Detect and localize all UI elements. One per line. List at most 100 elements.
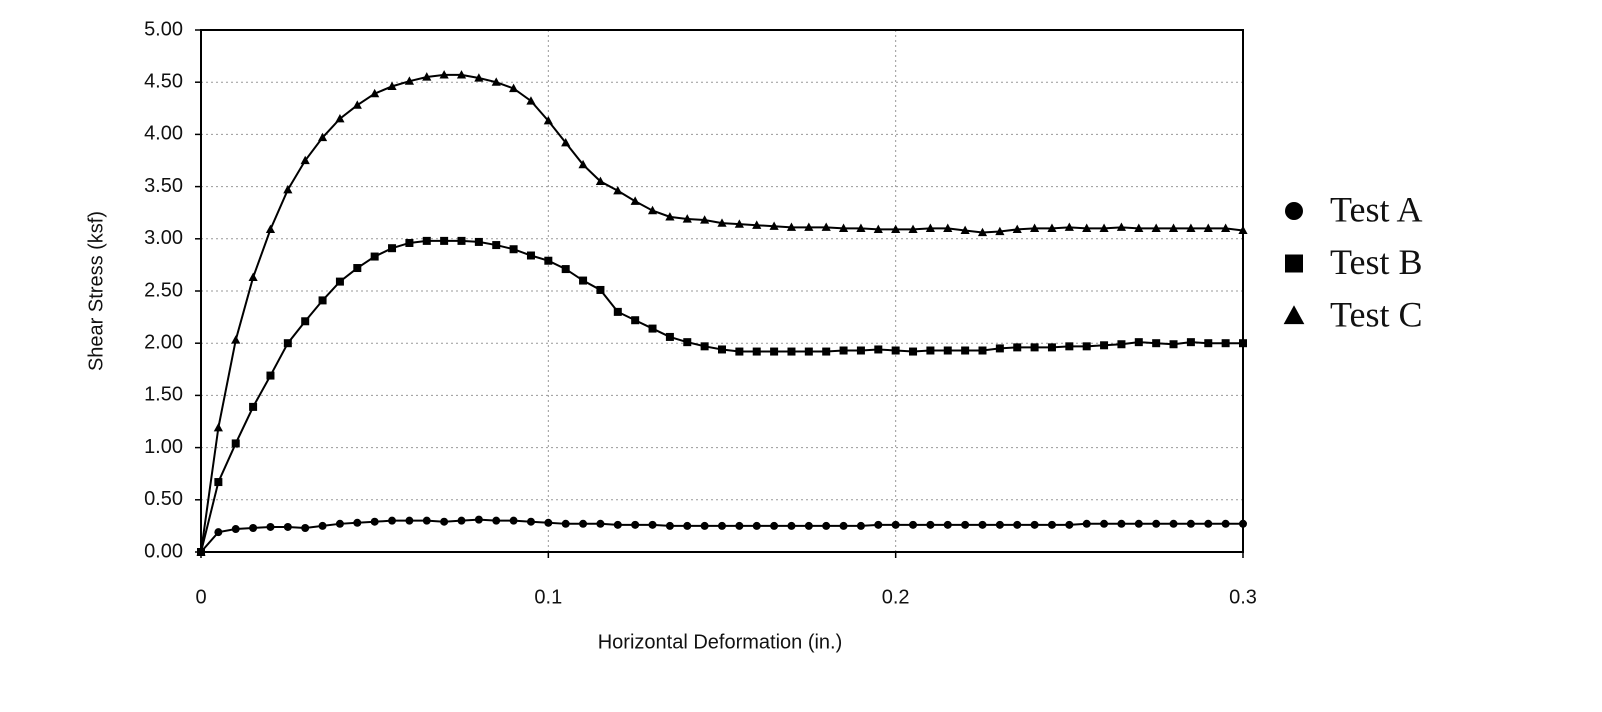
marker	[838, 223, 849, 232]
marker	[1082, 223, 1092, 232]
marker	[822, 521, 831, 530]
marker	[856, 223, 866, 232]
marker	[909, 347, 918, 356]
marker	[213, 422, 223, 432]
marker	[474, 73, 484, 82]
marker	[1134, 519, 1143, 528]
marker	[422, 516, 431, 525]
marker	[1221, 339, 1230, 348]
marker	[388, 244, 397, 253]
marker	[769, 221, 779, 230]
marker	[387, 81, 397, 90]
marker	[977, 227, 988, 237]
marker	[631, 520, 640, 529]
marker	[352, 100, 362, 109]
marker	[300, 155, 310, 165]
marker	[943, 346, 952, 355]
marker	[405, 516, 414, 525]
marker	[787, 347, 796, 356]
marker	[492, 241, 501, 250]
marker	[457, 516, 466, 525]
marker	[960, 225, 970, 235]
marker	[596, 285, 605, 294]
legend-label: Test A	[1330, 189, 1422, 229]
marker	[1285, 254, 1303, 273]
marker	[630, 196, 640, 205]
marker	[578, 159, 588, 169]
marker	[1239, 519, 1247, 528]
marker	[509, 516, 518, 525]
marker	[822, 347, 831, 356]
marker	[735, 347, 744, 356]
marker	[821, 222, 831, 231]
marker	[456, 70, 467, 79]
marker	[734, 219, 744, 228]
marker	[1204, 519, 1213, 528]
y-tick-label: 5.00	[144, 18, 183, 40]
marker	[353, 264, 362, 273]
marker	[1082, 342, 1091, 351]
marker	[873, 224, 883, 234]
marker	[492, 516, 501, 525]
marker	[647, 205, 658, 215]
marker	[648, 520, 657, 529]
marker	[1030, 520, 1039, 529]
marker	[318, 296, 327, 305]
marker	[1168, 223, 1179, 232]
marker	[908, 224, 918, 234]
marker	[1030, 343, 1039, 352]
marker	[440, 236, 449, 245]
marker	[891, 520, 900, 529]
marker	[266, 522, 275, 531]
marker	[1221, 519, 1230, 528]
marker	[1169, 519, 1178, 528]
marker	[405, 238, 414, 247]
marker	[1013, 520, 1022, 529]
x-tick-label: 0	[195, 586, 206, 608]
marker	[543, 116, 553, 125]
x-tick-label: 0.3	[1229, 586, 1257, 608]
marker	[1117, 340, 1126, 349]
y-axis-label: Shear Stress (ksf)	[85, 211, 107, 371]
marker	[1283, 305, 1305, 325]
marker	[301, 523, 310, 532]
marker	[388, 516, 397, 525]
marker	[1186, 223, 1196, 232]
marker	[1082, 519, 1091, 528]
marker	[1203, 223, 1213, 232]
x-tick-label: 0.1	[534, 586, 562, 608]
marker	[318, 521, 327, 530]
y-tick-label: 1.00	[144, 436, 183, 458]
marker	[995, 344, 1004, 353]
marker	[856, 346, 865, 355]
y-tick-label: 4.00	[144, 123, 183, 145]
marker	[961, 346, 970, 355]
y-tick-label: 4.50	[144, 70, 183, 92]
marker	[595, 176, 606, 185]
legend: Test A Test B Test C	[1283, 189, 1422, 334]
marker	[249, 523, 258, 532]
marker	[196, 547, 206, 556]
legend-label: Test B	[1330, 242, 1422, 282]
marker	[249, 402, 258, 411]
marker	[1152, 339, 1161, 348]
y-tick-label: 0.50	[144, 488, 183, 510]
marker	[804, 521, 813, 530]
marker	[613, 185, 623, 195]
marker	[1100, 519, 1109, 528]
marker	[648, 324, 657, 333]
marker	[752, 521, 761, 530]
marker	[683, 521, 692, 530]
marker	[752, 220, 762, 229]
marker	[613, 520, 622, 529]
plot	[196, 70, 1248, 556]
marker	[422, 72, 432, 81]
marker	[926, 346, 935, 355]
marker	[1134, 338, 1143, 347]
marker	[231, 439, 240, 448]
marker	[283, 522, 292, 531]
marker	[265, 224, 276, 234]
marker	[1047, 520, 1056, 529]
marker	[1285, 202, 1303, 220]
marker	[457, 236, 466, 245]
